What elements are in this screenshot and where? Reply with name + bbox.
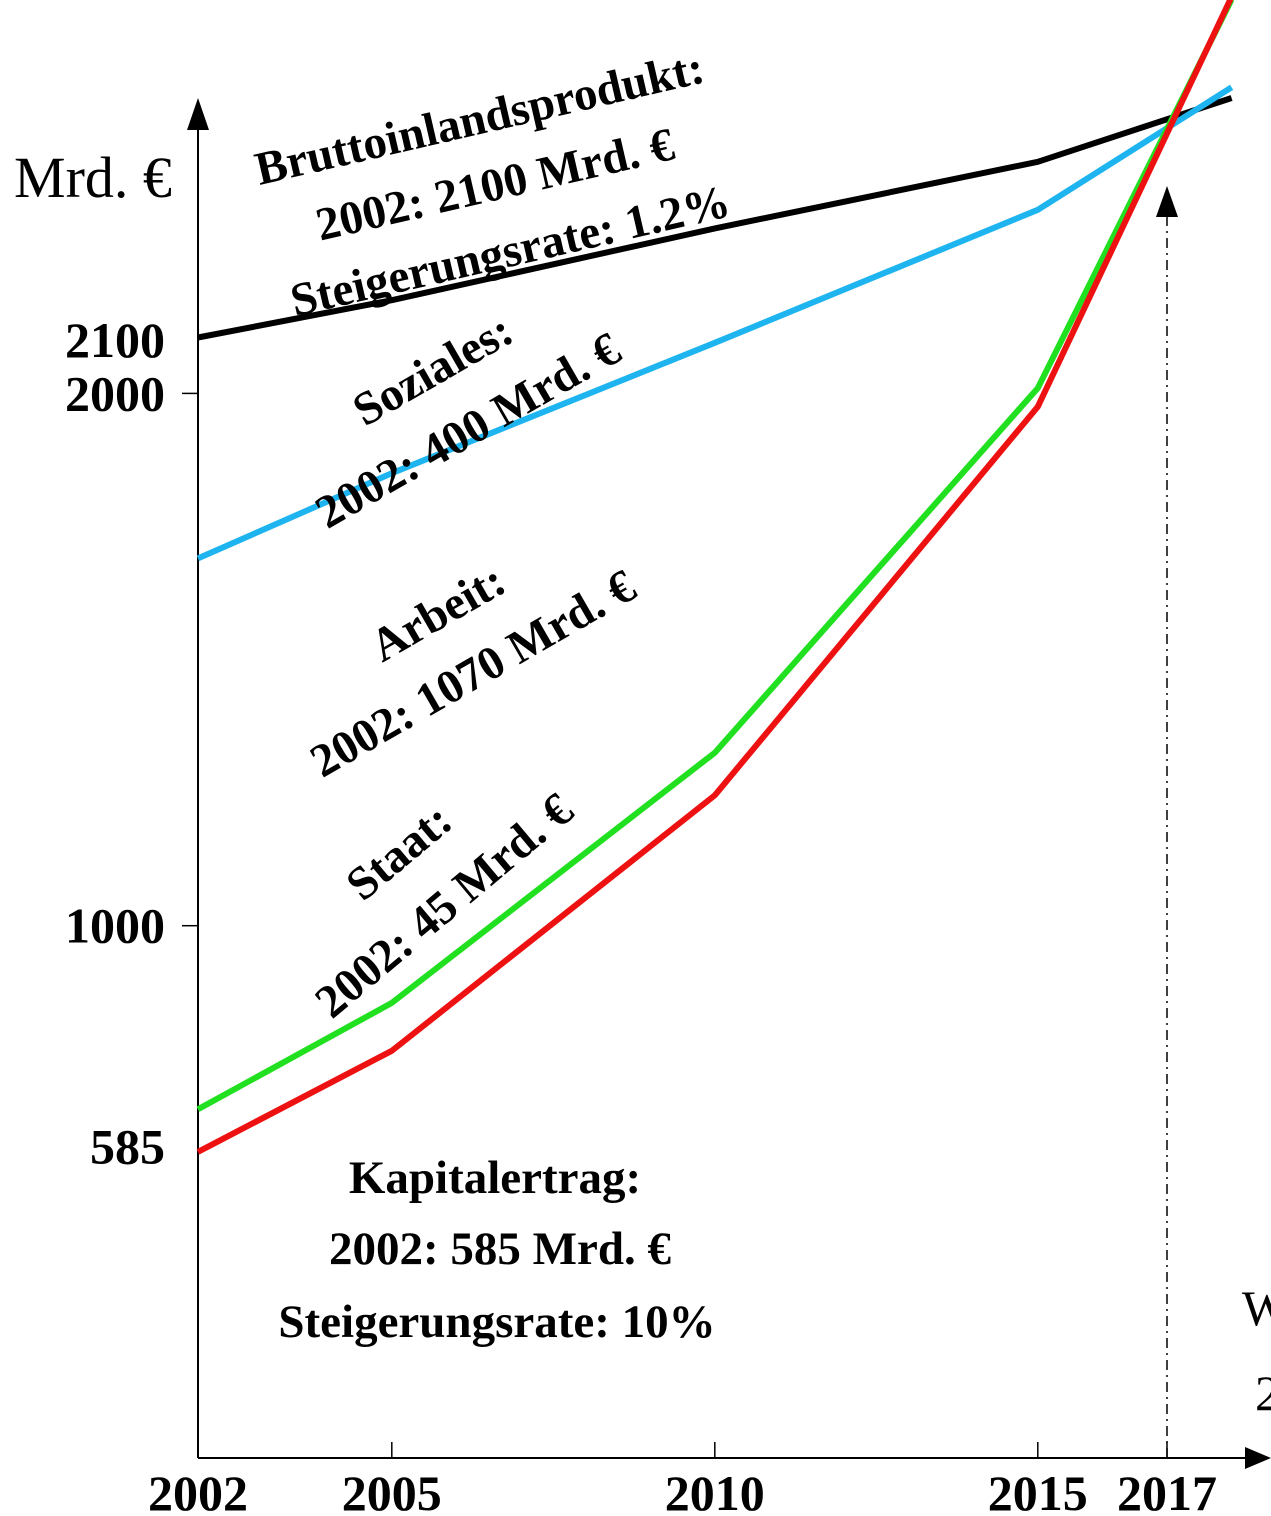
y-tick-label: 585 — [90, 1119, 165, 1175]
x-tick-label: 2017 — [1117, 1465, 1217, 1516]
x-ticks: 2002 2005 2010 2015 2017 — [148, 1442, 1217, 1516]
annotation-kapital-line-1: Kapitalertrag: — [349, 1152, 641, 1204]
series-layer — [196, 0, 1235, 1155]
annotation-staat: Staat: 2002: 45 Mrd. € — [306, 784, 583, 1029]
x-tick-label: 2010 — [665, 1465, 765, 1516]
annotation-arbeit: Arbeit: 2002: 1070 Mrd. € — [302, 554, 645, 788]
x-tick-label: 2005 — [342, 1465, 442, 1516]
y-tick-label: 2100 — [65, 312, 165, 368]
annotation-kapital-line-3: Steigerungsrate: 10% — [278, 1296, 715, 1348]
y-axis-arrow — [187, 98, 209, 130]
x-axis-arrow — [1245, 1447, 1271, 1469]
annotation-bip: Bruttoinlandsprodukt: 2002: 2100 Mrd. € … — [250, 42, 735, 327]
x-tick-label: 2015 — [988, 1465, 1088, 1516]
y-axis-unit-label: Mrd. € — [14, 145, 172, 210]
clipped-text-2: 2 — [1255, 1365, 1271, 1421]
series-line — [196, 84, 1234, 562]
series-line — [196, 0, 1235, 1112]
series-line — [196, 0, 1234, 1155]
series-line — [197, 95, 1233, 341]
annotation-kapital: Kapitalertrag: 2002: 585 Mrd. € Steigeru… — [278, 1152, 715, 1348]
y-tick-label: 1000 — [65, 898, 165, 954]
marker-year-arrow — [1156, 186, 1178, 217]
y-tick-label: 2000 — [65, 365, 165, 421]
clipped-text-1: W — [1242, 1280, 1271, 1336]
x-tick-label: 2002 — [148, 1465, 248, 1516]
annotation-kapital-line-2: 2002: 585 Mrd. € — [329, 1223, 671, 1275]
